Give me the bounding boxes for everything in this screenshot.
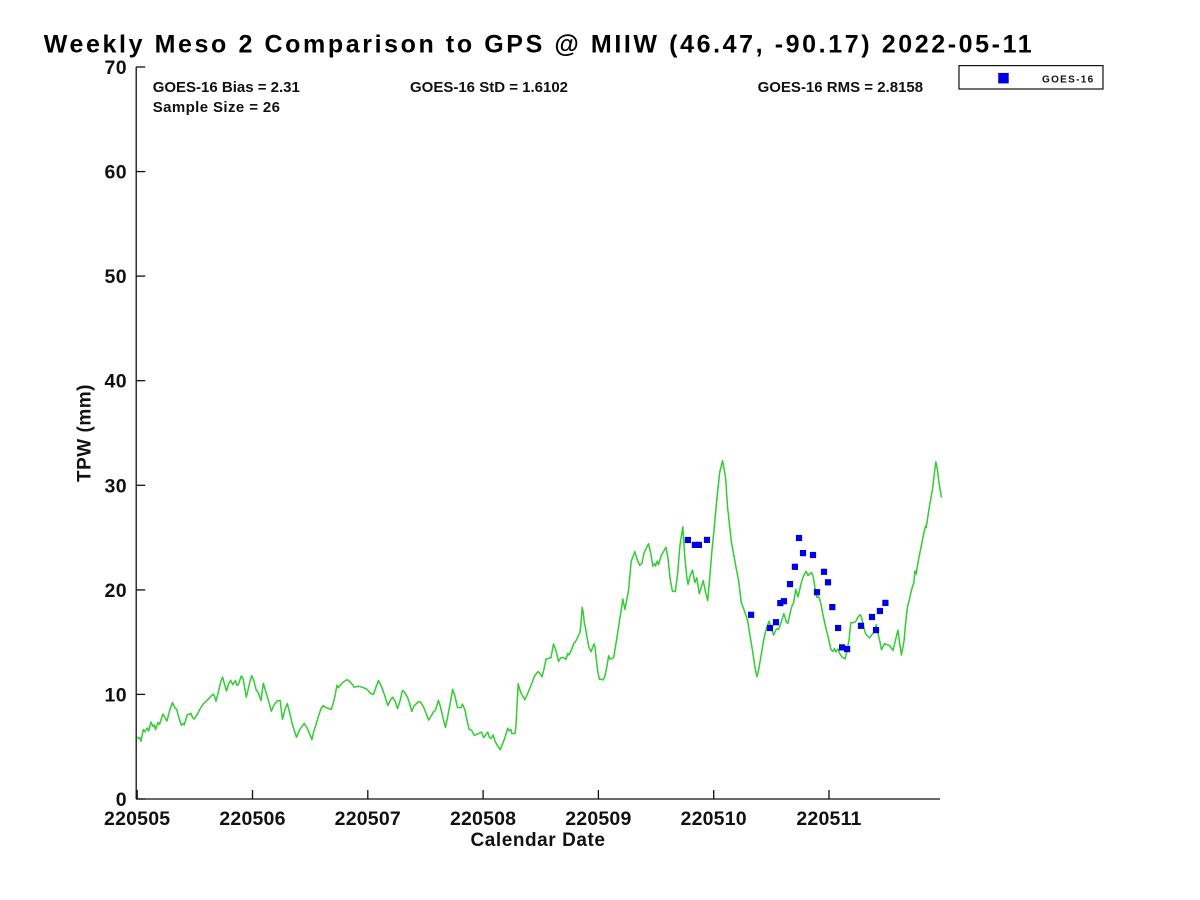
svg-text:50: 50: [105, 266, 128, 288]
svg-text:220507: 220507: [335, 808, 401, 830]
svg-text:220510: 220510: [681, 808, 747, 830]
svg-text:GOES-16 StD = 1.6102: GOES-16 StD = 1.6102: [410, 79, 568, 96]
svg-text:0: 0: [116, 789, 127, 811]
svg-text:Sample Size = 26: Sample Size = 26: [153, 99, 281, 116]
svg-text:Calendar Date: Calendar Date: [471, 830, 606, 851]
svg-text:GOES-16 Bias = 2.31: GOES-16 Bias = 2.31: [153, 79, 300, 96]
svg-text:10: 10: [105, 684, 128, 706]
svg-text:220506: 220506: [219, 808, 285, 830]
svg-text:20: 20: [105, 580, 128, 602]
svg-text:70: 70: [105, 57, 128, 79]
svg-text:60: 60: [105, 162, 128, 184]
svg-text:40: 40: [105, 371, 128, 393]
svg-text:Weekly Meso 2 Comparison to GP: Weekly Meso 2 Comparison to GPS @ MIIW (…: [44, 31, 1034, 59]
svg-text:220511: 220511: [796, 808, 861, 830]
svg-text:GOES-16: GOES-16: [1042, 74, 1094, 85]
svg-text:30: 30: [105, 475, 128, 497]
svg-text:220508: 220508: [450, 808, 516, 830]
svg-text:220505: 220505: [104, 808, 170, 830]
svg-text:TPW (mm): TPW (mm): [75, 384, 96, 482]
svg-text:220509: 220509: [565, 808, 631, 830]
svg-text:GOES-16 RMS = 2.8158: GOES-16 RMS = 2.8158: [758, 79, 924, 96]
